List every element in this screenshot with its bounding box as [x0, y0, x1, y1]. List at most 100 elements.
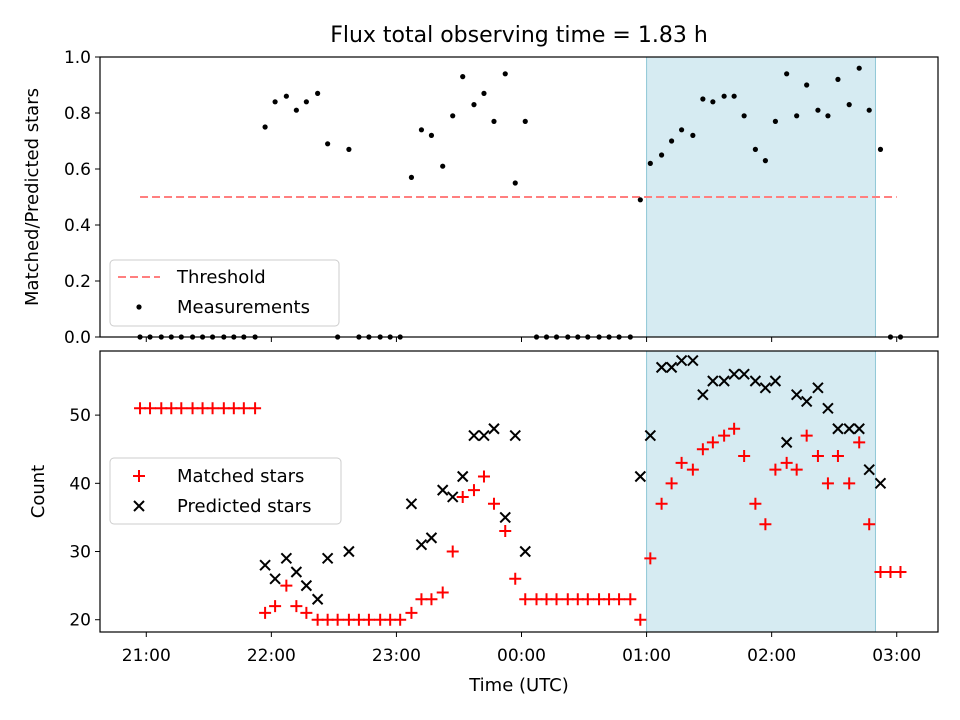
measurements-point [522, 118, 528, 124]
measurements-point [731, 93, 737, 99]
matched-stars-point [405, 606, 418, 619]
predicted-stars-point [665, 361, 678, 374]
matched-stars-point [499, 525, 512, 538]
top-y-axis-label: Matched/Predicted stars [22, 88, 43, 306]
predicted-stars-point [832, 423, 844, 435]
bottom-y-ticks: 20 30 40 50 [69, 406, 100, 631]
measurements-point [346, 146, 352, 152]
predicted-stars-point [780, 436, 793, 449]
matched-stars-point [853, 436, 866, 449]
matched-stars-point [415, 593, 428, 606]
matched-stars-point [696, 443, 709, 456]
bottom-legend: Matched stars Predicted stars [109, 457, 342, 525]
y-tick-label: 40 [69, 474, 91, 494]
measurements-point [846, 102, 852, 108]
measurements-point [772, 118, 779, 124]
bottom-axes-frame [99, 350, 939, 633]
measurements-point [815, 107, 821, 113]
top-plot-marks [137, 65, 904, 340]
matched-stars-point [884, 565, 897, 578]
top-y-ticks: 0.0 0.2 0.4 0.6 0.8 1.0 [64, 48, 100, 348]
measurements-point [700, 96, 706, 102]
matched-stars-point [874, 565, 887, 578]
matched-stars-point [759, 518, 772, 531]
matched-stars-point [165, 402, 178, 415]
y-tick-label: 0.2 [64, 272, 91, 292]
measurements-point [690, 132, 696, 138]
legend-matched-label: Matched stars [177, 466, 304, 487]
predicted-stars-point [812, 382, 824, 394]
measurements-point [303, 99, 309, 105]
predicted-stars-point [457, 470, 469, 483]
legend-threshold-label: Threshold [176, 267, 266, 288]
matched-stars-point [175, 402, 188, 415]
measurements-point [293, 107, 299, 113]
matched-stars-point [550, 593, 563, 606]
predicted-stars-point [707, 375, 719, 387]
predicted-stars-point [259, 559, 271, 571]
y-tick-label: 0.8 [64, 104, 91, 124]
matched-stars-point [581, 593, 594, 606]
predicted-stars-point [822, 402, 834, 414]
matched-stars-point [237, 402, 250, 415]
matched-stars-point [456, 490, 469, 503]
measurements-point [678, 127, 685, 133]
predicted-stars-point [321, 552, 334, 565]
matched-stars-point [509, 572, 522, 585]
legend-matched-swatch [133, 470, 145, 482]
chart-title: Flux total observing time = 1.83 h [330, 23, 708, 48]
matched-stars-point [811, 450, 824, 463]
predicted-stars-point [290, 566, 303, 578]
matched-stars-point [738, 450, 751, 463]
predicted-stars-point [634, 470, 647, 483]
bottom-x-ticks: 21:00 22:00 23:00 00:00 01:00 02:00 03:00 [122, 632, 921, 666]
matched-stars-point [300, 606, 313, 619]
measurements-point [460, 74, 466, 80]
x-tick-label: 21:00 [122, 646, 171, 666]
predicted-stars-point [478, 429, 490, 442]
measurements-point [471, 102, 477, 108]
matched-stars-point [362, 613, 375, 626]
matched-stars-point [280, 579, 293, 592]
measurements-point [450, 113, 456, 119]
matched-stars-point [259, 606, 272, 619]
y-tick-label: 20 [69, 611, 91, 631]
matched-stars-point [269, 600, 282, 613]
predicted-stars-point [436, 484, 449, 496]
predicted-stars-point [675, 354, 688, 367]
matched-stars-point [540, 593, 553, 606]
y-tick-label: 0.4 [64, 216, 91, 236]
matched-stars-point [800, 429, 813, 442]
measurements-point [866, 107, 872, 113]
measurements-point [877, 146, 884, 152]
matched-stars-point [603, 593, 616, 606]
matched-stars-point [790, 463, 803, 476]
predicted-stars-point [343, 545, 355, 558]
matched-stars-point [634, 613, 647, 626]
matched-stars-point [821, 477, 834, 490]
predicted-stars-point [697, 388, 709, 401]
measurements-point [721, 93, 727, 99]
matched-stars-point [843, 477, 856, 490]
matched-stars-point [186, 402, 199, 415]
predicted-stars-point [519, 545, 531, 558]
legend-predicted-swatch [133, 500, 145, 512]
matched-stars-point [352, 613, 365, 626]
predicted-stars-point [843, 423, 855, 435]
predicted-stars-point [655, 361, 668, 374]
measurements-point [835, 76, 841, 82]
predicted-stars-point [499, 511, 511, 524]
matched-stars-point [467, 484, 480, 497]
matched-stars-point [249, 402, 262, 415]
matched-stars-point [206, 402, 219, 415]
matched-stars-point [321, 613, 334, 626]
x-tick-label: 23:00 [372, 646, 421, 666]
measurements-point [283, 93, 289, 99]
top-axes-frame [99, 56, 939, 338]
matched-stars-point [425, 593, 438, 606]
predicted-stars-point [749, 375, 762, 387]
predicted-stars-point [280, 552, 293, 565]
matched-stars-point [613, 593, 626, 606]
measurements-point [794, 113, 800, 119]
predicted-stars-point [468, 429, 480, 442]
